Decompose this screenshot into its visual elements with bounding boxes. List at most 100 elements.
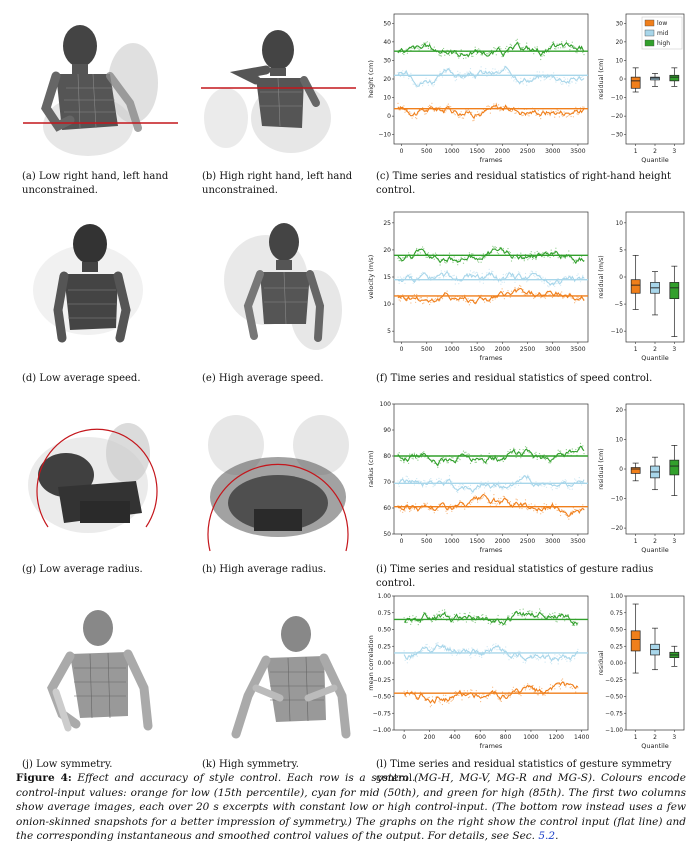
- data-point-mid: [473, 271, 475, 273]
- data-point-low: [557, 110, 559, 112]
- data-point-low: [399, 300, 401, 302]
- data-point-mid: [422, 85, 424, 87]
- y-tick-label: 20: [616, 408, 624, 414]
- data-point-high: [537, 617, 540, 619]
- data-point-high: [582, 445, 584, 447]
- box-1: [630, 603, 641, 674]
- data-point-mid: [460, 485, 462, 487]
- data-point-high: [458, 457, 460, 459]
- data-point-mid: [504, 649, 506, 651]
- data-point-mid: [438, 277, 440, 279]
- data-point-low: [430, 704, 433, 706]
- data-point-high: [515, 39, 517, 42]
- data-point-low: [424, 502, 426, 505]
- data-point-mid: [465, 73, 467, 75]
- data-point-low: [484, 492, 486, 494]
- data-point-low: [459, 116, 461, 118]
- data-point-high: [554, 48, 556, 50]
- data-point-low: [397, 102, 399, 104]
- data-point-mid: [565, 83, 567, 85]
- data-point-high: [398, 452, 400, 454]
- data-point-high: [520, 457, 522, 459]
- box-body: [669, 282, 680, 300]
- data-point-high: [517, 614, 519, 616]
- data-point-mid: [558, 79, 560, 81]
- data-point-high: [456, 617, 458, 619]
- data-point-high: [541, 253, 543, 255]
- data-point-mid: [457, 491, 459, 494]
- x-tick-label: 3: [672, 538, 676, 545]
- section-link[interactable]: 5.2: [538, 830, 556, 842]
- data-point-mid: [434, 484, 437, 486]
- data-point-mid: [494, 648, 496, 650]
- data-point-high: [557, 449, 559, 451]
- data-point-low: [467, 109, 469, 111]
- data-point-mid: [560, 284, 562, 286]
- data-point-high: [523, 260, 525, 262]
- data-point-low: [540, 297, 542, 299]
- data-point-mid: [436, 79, 438, 81]
- data-point-low: [468, 697, 470, 699]
- data-point-mid: [502, 273, 504, 276]
- data-point-low: [399, 510, 401, 512]
- caption-k: (k) High symmetry.: [202, 759, 299, 770]
- data-point-high: [479, 257, 481, 259]
- data-point-low: [415, 117, 417, 119]
- x-tick-label: 1: [634, 148, 638, 155]
- data-point-high: [474, 621, 476, 624]
- data-point-low: [466, 110, 468, 112]
- data-point-low: [413, 508, 415, 510]
- data-point-high: [486, 463, 488, 465]
- data-point-low: [481, 110, 483, 113]
- data-point-mid: [495, 643, 497, 645]
- data-point-mid: [408, 78, 410, 80]
- data-point-mid: [543, 282, 545, 284]
- data-point-high: [521, 47, 523, 49]
- data-point-high: [418, 49, 420, 51]
- data-point-mid: [481, 656, 483, 658]
- data-point-mid: [536, 658, 538, 660]
- data-point-high: [544, 459, 546, 461]
- data-point-low: [565, 686, 567, 688]
- data-point-low: [554, 116, 556, 118]
- x-tick-label: 1400: [574, 734, 589, 741]
- data-point-mid: [492, 270, 494, 273]
- data-point-low: [561, 509, 563, 511]
- data-point-high: [571, 448, 573, 450]
- data-point-high: [411, 457, 413, 459]
- data-point-high: [436, 613, 438, 615]
- data-point-low: [543, 503, 545, 505]
- data-point-high: [448, 54, 451, 56]
- data-point-mid: [508, 659, 510, 661]
- y-tick-label: 0.25: [378, 643, 392, 650]
- data-point-low: [450, 700, 452, 702]
- data-point-mid: [514, 281, 516, 283]
- x-tick-label: 0: [400, 148, 404, 155]
- data-point-mid: [544, 484, 546, 486]
- data-point-low: [425, 113, 427, 115]
- data-point-low: [446, 701, 448, 703]
- data-point-high: [469, 462, 472, 464]
- data-point-high: [422, 452, 424, 454]
- data-point-high: [583, 453, 585, 455]
- data-point-low: [458, 300, 460, 302]
- data-point-low: [450, 504, 452, 506]
- data-point-mid: [501, 281, 503, 283]
- data-point-high: [465, 621, 467, 623]
- data-point-high: [478, 48, 480, 50]
- data-point-low: [414, 691, 416, 693]
- data-point-high: [510, 452, 513, 454]
- data-point-low: [499, 110, 501, 112]
- data-point-low: [451, 510, 453, 512]
- data-point-high: [571, 624, 573, 626]
- data-point-mid: [535, 271, 537, 273]
- data-point-low: [498, 498, 500, 500]
- y-tick-label: 10: [383, 301, 391, 308]
- data-point-low: [555, 503, 557, 505]
- data-point-low: [484, 301, 486, 303]
- data-point-high: [536, 617, 538, 619]
- data-point-low: [454, 691, 457, 693]
- data-point-mid: [482, 484, 484, 487]
- data-point-mid: [577, 273, 579, 275]
- data-point-mid: [565, 276, 567, 278]
